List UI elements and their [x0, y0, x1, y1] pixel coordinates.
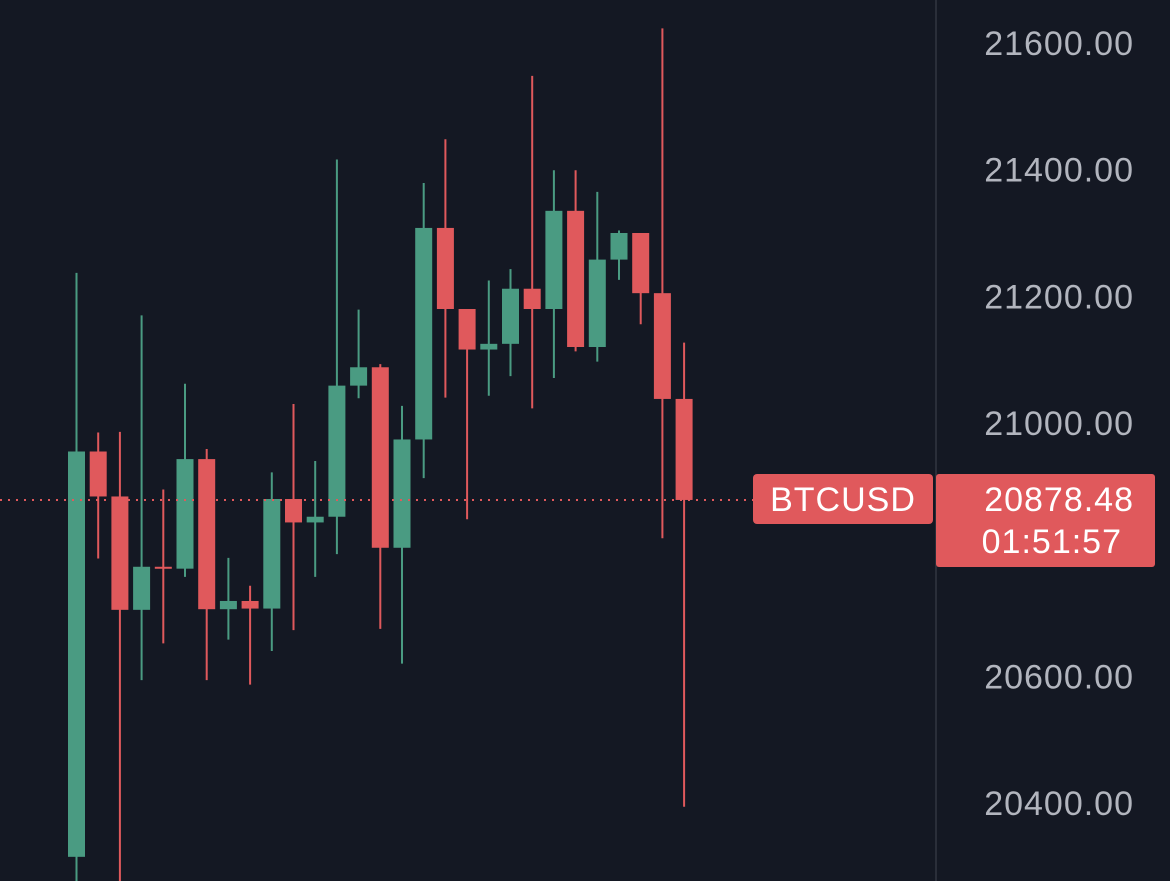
- candle-body-down[interactable]: [198, 459, 216, 610]
- candle-body-up[interactable]: [306, 516, 324, 523]
- price-tick-label: 20400.00: [984, 785, 1134, 823]
- candle-body-up[interactable]: [610, 233, 628, 260]
- candle-body-down[interactable]: [241, 600, 259, 609]
- price-axis[interactable]: 21600.00 21400.00 21200.00 21000.00 20600.00…: [984, 25, 1134, 823]
- candle-body-up[interactable]: [502, 288, 519, 344]
- last-price-badge: 20878.48 01:51:57: [936, 474, 1155, 567]
- last-price-label: 20878.48: [984, 481, 1134, 519]
- candle-body-down[interactable]: [632, 233, 650, 294]
- candle-body-down[interactable]: [653, 293, 671, 399]
- candle-body-down[interactable]: [567, 210, 585, 347]
- symbol-badge-background: [753, 474, 933, 524]
- candle-body-up[interactable]: [133, 566, 151, 610]
- price-tick-label: 20600.00: [984, 658, 1134, 696]
- price-tick-label: 21000.00: [984, 405, 1134, 443]
- symbol-label: BTCUSD: [770, 481, 916, 519]
- candle-body-up[interactable]: [176, 459, 194, 569]
- candle-countdown: 01:51:57: [982, 523, 1122, 561]
- symbol-badge: BTCUSD: [753, 474, 933, 524]
- candle-body-up[interactable]: [480, 343, 498, 350]
- candle-body-down[interactable]: [285, 499, 302, 523]
- candle-body-down[interactable]: [436, 227, 454, 309]
- candle-body-up[interactable]: [328, 385, 346, 517]
- candle-body-down[interactable]: [675, 398, 693, 500]
- candle-body-down[interactable]: [371, 367, 389, 548]
- price-tick-label: 21600.00: [984, 25, 1134, 63]
- candle-body-up[interactable]: [68, 451, 85, 857]
- candle-body-up[interactable]: [415, 227, 433, 440]
- price-tick-label: 21400.00: [984, 152, 1134, 190]
- candle-body-down[interactable]: [458, 309, 476, 350]
- candle-body-down[interactable]: [111, 496, 129, 610]
- candles-layer: [68, 28, 693, 881]
- candle-body-down[interactable]: [523, 288, 541, 309]
- price-tick-label: 21200.00: [984, 278, 1134, 316]
- candle-body-up[interactable]: [545, 210, 563, 309]
- last-price-badge-background: [936, 474, 1155, 567]
- candle-body-up[interactable]: [219, 600, 237, 610]
- candle-body-down[interactable]: [89, 451, 107, 497]
- candle-body-up[interactable]: [263, 499, 281, 609]
- candle-body-up[interactable]: [393, 439, 411, 548]
- candle-body-down[interactable]: [154, 566, 172, 569]
- candle-body-up[interactable]: [588, 259, 606, 347]
- candle-body-up[interactable]: [350, 367, 368, 386]
